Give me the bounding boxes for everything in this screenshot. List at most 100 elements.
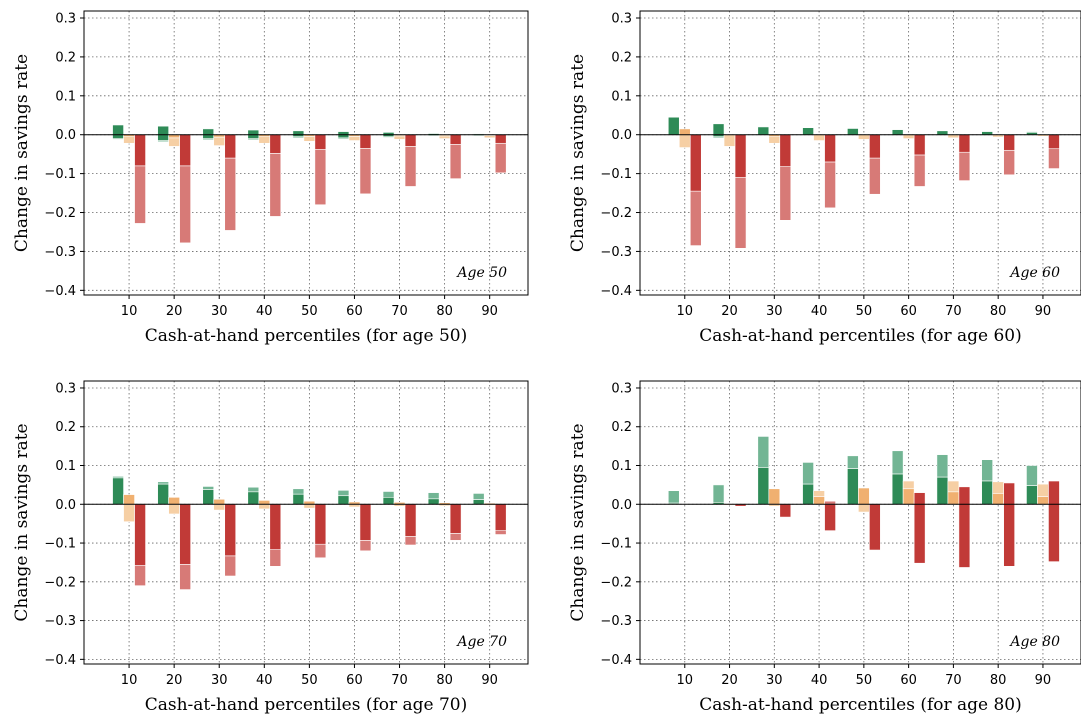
- bar-red-dark-90: [494, 134, 507, 144]
- bar-red-dark-30: [779, 503, 792, 518]
- bar-red-dark-10: [134, 503, 146, 566]
- bar-red-dark-40: [269, 134, 282, 154]
- bar-orange-dark-10: [678, 128, 691, 136]
- bar-red-light-80: [449, 533, 462, 541]
- bar-orange-light-70: [947, 480, 960, 493]
- bar-red-dark-30: [224, 134, 237, 159]
- bar-red-dark-60: [913, 134, 926, 156]
- x-tick-label: 30: [766, 304, 783, 319]
- x-tick-label: 80: [990, 304, 1007, 319]
- bar-green-dark-90: [472, 499, 485, 505]
- y-tick-label: 0.0: [611, 128, 632, 143]
- bar-orange-light-40: [813, 134, 825, 141]
- y-tick-label: −0.3: [600, 614, 632, 629]
- bar-red-light-40: [824, 161, 836, 209]
- bar-green-dark-60: [891, 473, 904, 505]
- bar-green-dark-70: [382, 497, 395, 505]
- bar-green-dark-50: [847, 468, 859, 505]
- bar-red-light-50: [869, 157, 881, 195]
- y-tick-label: −0.2: [600, 206, 632, 221]
- bar-red-light-90: [494, 530, 507, 535]
- bar-green-dark-80: [427, 498, 440, 505]
- bar-green-dark-90: [1026, 485, 1038, 505]
- panel-age-label: Age 60: [1008, 265, 1060, 281]
- bar-green-dark-30: [202, 128, 215, 139]
- y-tick-label: 0.2: [611, 420, 632, 435]
- bar-orange-light-10: [123, 136, 135, 144]
- bar-green-light-50: [292, 488, 305, 495]
- x-tick-label: 90: [481, 304, 498, 319]
- bar-red-light-70: [404, 536, 417, 546]
- bar-orange-light-90: [1037, 483, 1049, 497]
- bar-red-dark-40: [269, 503, 282, 550]
- bar-red-dark-80: [449, 134, 462, 145]
- bar-green-dark-80: [981, 480, 993, 505]
- bar-green-light-70: [382, 491, 395, 498]
- x-tick-label: 70: [391, 673, 408, 688]
- x-tick-label: 10: [121, 304, 138, 319]
- x-tick-label: 50: [301, 673, 318, 688]
- bar-red-light-50: [314, 543, 327, 559]
- x-tick-label: 20: [166, 304, 183, 319]
- x-tick-label: 10: [676, 304, 693, 319]
- bar-red-dark-40: [824, 503, 836, 531]
- x-tick-label: 80: [990, 673, 1007, 688]
- x-tick-label: 60: [900, 673, 917, 688]
- bar-green-light-70: [936, 454, 949, 478]
- bar-red-dark-30: [224, 503, 237, 557]
- bar-red-dark-90: [494, 503, 507, 531]
- x-tick-label: 80: [436, 304, 453, 319]
- x-tick-label: 60: [346, 673, 363, 688]
- bar-orange-light-30: [213, 136, 226, 146]
- bar-red-light-40: [269, 153, 282, 217]
- bar-orange-light-50: [303, 503, 316, 509]
- x-tick-label: 50: [301, 304, 318, 319]
- bar-red-light-20: [179, 165, 191, 244]
- y-axis-label: Change in savings rate: [12, 54, 32, 252]
- y-tick-label: −0.3: [44, 614, 76, 629]
- bar-red-dark-80: [1003, 134, 1015, 151]
- bar-green-dark-50: [292, 493, 305, 505]
- bar-orange-light-60: [902, 480, 915, 490]
- y-tick-label: −0.2: [44, 206, 76, 221]
- y-tick-label: −0.1: [44, 537, 76, 552]
- x-tick-label: 20: [721, 304, 738, 319]
- panel-age-label: Age 80: [1008, 634, 1060, 650]
- chart-panel-4: 0.3 0.2 0.1 0.0 −0.1 −0.2 −0.3 −0.4 10 20 30 40 50 60…: [568, 380, 1081, 715]
- x-tick-label: 80: [436, 673, 453, 688]
- y-tick-label: 0.0: [611, 498, 632, 513]
- bar-red-dark-20: [734, 134, 747, 178]
- bar-orange-dark-50: [858, 487, 870, 505]
- bar-green-light-50: [847, 455, 859, 469]
- bar-red-light-90: [1048, 148, 1060, 169]
- bar-orange-light-60: [902, 134, 915, 139]
- bar-orange-light-70: [393, 135, 406, 140]
- x-tick-label: 90: [1035, 673, 1052, 688]
- bar-red-light-10: [134, 565, 146, 586]
- bar-orange-light-40: [813, 490, 825, 497]
- x-tick-label: 90: [481, 673, 498, 688]
- x-tick-label: 10: [676, 673, 693, 688]
- bar-orange-light-20: [723, 134, 736, 147]
- chart-panel-1: 0.3 0.2 0.1 0.0 −0.1 −0.2 −0.3 −0.4 10 20 30 40 50 60…: [12, 10, 529, 346]
- y-tick-label: 0.1: [611, 89, 632, 104]
- bar-red-light-40: [269, 549, 282, 567]
- bar-red-light-60: [359, 540, 372, 552]
- bar-red-light-50: [314, 149, 327, 206]
- y-tick-label: 0.1: [611, 459, 632, 474]
- bar-red-light-30: [224, 555, 237, 577]
- x-tick-label: 40: [811, 673, 828, 688]
- bar-orange-light-50: [858, 503, 870, 513]
- y-tick-label: −0.2: [600, 575, 632, 590]
- bar-orange-dark-60: [902, 488, 915, 505]
- bar-green-dark-20: [157, 483, 169, 505]
- bar-green-light-10: [667, 490, 680, 504]
- bar-green-light-60: [891, 450, 904, 475]
- y-tick-label: −0.4: [600, 653, 632, 668]
- y-tick-label: −0.4: [600, 284, 632, 299]
- bar-green-light-30: [757, 436, 770, 468]
- bar-red-light-30: [224, 157, 237, 231]
- bar-red-light-60: [913, 154, 926, 187]
- bar-orange-light-30: [768, 136, 781, 144]
